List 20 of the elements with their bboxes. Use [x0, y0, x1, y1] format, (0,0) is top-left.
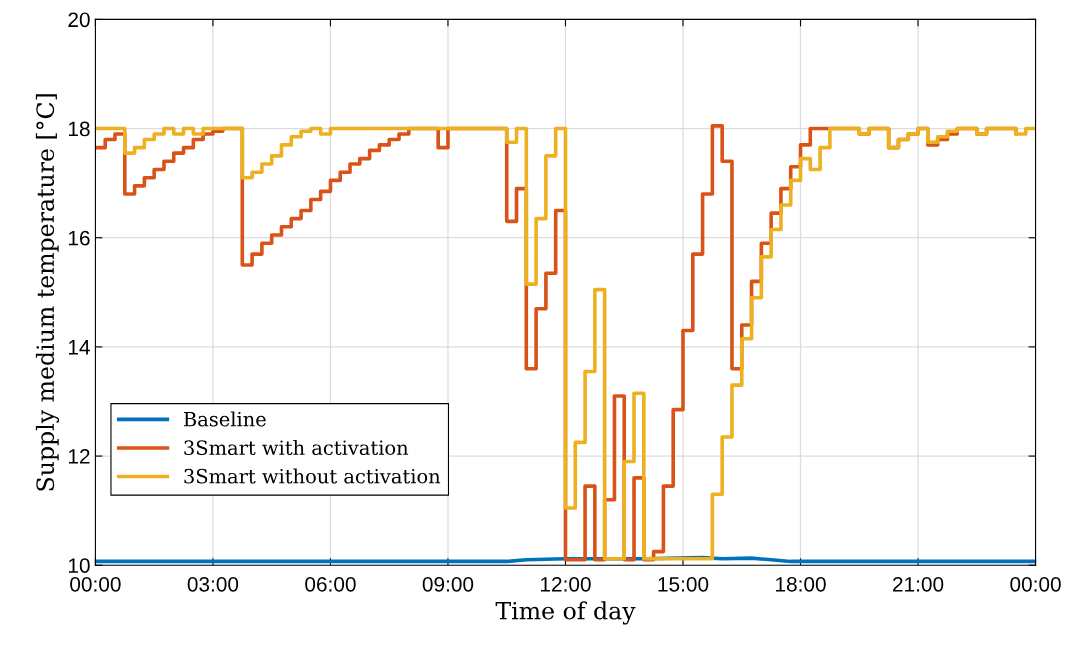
- x-tick-label: 00:00: [70, 576, 121, 592]
- y-axis-title: Supply medium temperature [°C]: [35, 94, 60, 491]
- x-tick-label: 12:00: [541, 576, 591, 592]
- legend-label: 3Smart without activation: [184, 468, 441, 484]
- x-axis-title: Time of day: [495, 601, 636, 625]
- x-tick-label: 00:00: [1010, 576, 1061, 592]
- y-tick-label: 12: [68, 449, 90, 464]
- legend-label: Baseline: [183, 411, 266, 427]
- legend-label: 3Smart with activation: [184, 439, 409, 456]
- x-tick-label: 21:00: [893, 576, 944, 592]
- x-tick-label: 06:00: [305, 576, 356, 592]
- y-tick-label: 20: [68, 12, 90, 28]
- x-tick-label: 18:00: [776, 576, 826, 592]
- y-tick-label: 16: [68, 230, 90, 246]
- x-tick-label: 15:00: [658, 576, 709, 592]
- y-tick-label: 14: [68, 340, 90, 355]
- y-tick-label: 18: [68, 121, 90, 137]
- x-tick-label: 09:00: [422, 576, 474, 592]
- y-tick-label: 10: [68, 558, 90, 573]
- x-tick-label: 03:00: [187, 576, 239, 592]
